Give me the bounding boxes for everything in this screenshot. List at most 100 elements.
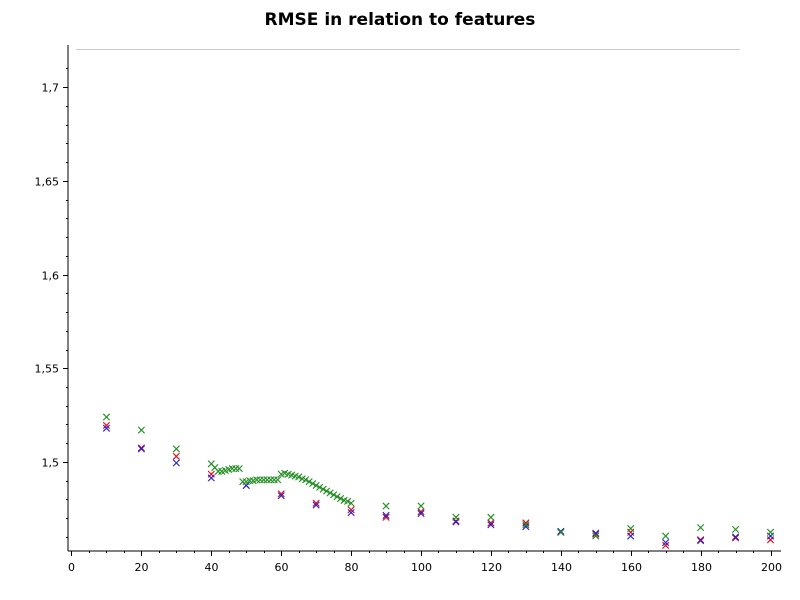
data-point (312, 501, 320, 509)
marker-stroke (137, 445, 145, 453)
data-point (592, 532, 600, 540)
data-point (235, 464, 243, 473)
x-tick-label: 200 (761, 561, 782, 574)
data-point (347, 506, 355, 514)
marker-stroke (302, 476, 310, 484)
marker-stroke (330, 491, 338, 499)
marker-stroke (211, 464, 219, 472)
data-point (344, 497, 352, 505)
data-point (627, 524, 635, 533)
marker-stroke (731, 534, 740, 542)
marker-stroke (337, 494, 345, 503)
data-point (260, 476, 268, 484)
marker-stroke (347, 506, 355, 514)
data-point (172, 452, 180, 460)
data-point (277, 492, 285, 500)
marker-stroke (274, 476, 282, 484)
marker-stroke (344, 497, 352, 505)
marker-stroke (697, 537, 705, 545)
data-point (172, 459, 180, 467)
marker-stroke (137, 426, 145, 434)
data-point (592, 530, 600, 538)
marker-stroke (207, 474, 215, 482)
tick-marks (63, 68, 772, 556)
marker-stroke (697, 536, 705, 544)
axes (67, 45, 781, 552)
data-point (382, 513, 390, 521)
marker-stroke (277, 492, 285, 500)
marker-stroke (102, 424, 111, 432)
data-point (487, 513, 495, 521)
tick-labels: 1,5 1,55 1,6 1,65 1,7 0 20 40 60 80 100 120 140 160 18… (35, 82, 783, 575)
marker-stroke (731, 533, 740, 541)
data-point (417, 502, 425, 510)
data-point (557, 527, 565, 535)
data-point (326, 489, 334, 497)
marker-stroke (340, 496, 348, 504)
data-point (382, 502, 390, 510)
marker-stroke (557, 527, 565, 535)
data-point (137, 444, 145, 452)
marker-stroke (281, 469, 289, 477)
data-point (766, 528, 775, 536)
marker-stroke (697, 523, 705, 532)
marker-stroke (382, 511, 390, 519)
data-point (337, 494, 345, 503)
y-tick-label: 1,55 (35, 363, 60, 376)
x-tick-label: 0 (68, 561, 75, 574)
marker-stroke (522, 521, 530, 529)
marker-stroke (766, 528, 775, 536)
x-tick-label: 120 (481, 561, 502, 574)
marker-stroke (662, 541, 670, 549)
data-point (697, 537, 705, 545)
marker-stroke (326, 489, 334, 497)
data-point (697, 536, 705, 544)
data-point (267, 476, 275, 484)
data-point (239, 478, 247, 486)
data-point (274, 476, 282, 484)
data-point (487, 519, 495, 527)
data-point (731, 525, 740, 534)
data-point (522, 523, 530, 531)
marker-stroke (316, 483, 324, 491)
data-point (316, 483, 324, 491)
data-point (731, 533, 740, 541)
marker-stroke (295, 473, 303, 481)
marker-stroke (557, 528, 565, 536)
marker-stroke (277, 490, 285, 498)
marker-stroke (291, 472, 299, 480)
y-tick-label: 1,7 (42, 82, 60, 95)
marker-stroke (417, 509, 425, 518)
marker-stroke (102, 413, 111, 421)
data-point (323, 487, 331, 495)
data-point (382, 511, 390, 519)
data-point (214, 467, 222, 475)
data-point (312, 499, 320, 507)
data-point (697, 523, 705, 532)
data-point (102, 424, 111, 432)
data-point (305, 478, 313, 486)
chart-title: RMSE in relation to features (264, 10, 536, 30)
marker-stroke (137, 444, 145, 452)
marker-stroke (312, 501, 320, 509)
x-tick-label: 180 (691, 561, 712, 574)
marker-stroke (487, 521, 495, 529)
x-tick-label: 160 (621, 561, 642, 574)
marker-stroke (522, 523, 530, 531)
marker-stroke (662, 532, 670, 540)
data-point (319, 485, 327, 493)
data-point (347, 508, 355, 517)
data-point (232, 464, 240, 473)
data-point (627, 532, 635, 540)
marker-stroke (452, 513, 460, 521)
data-point (207, 474, 215, 482)
x-tick-label: 60 (275, 561, 289, 574)
marker-stroke (309, 479, 317, 488)
data-points (102, 413, 775, 549)
marker-stroke (172, 459, 180, 467)
marker-stroke (333, 493, 341, 501)
x-tick-label: 140 (551, 561, 572, 574)
y-tick-label: 1,5 (42, 457, 60, 470)
data-point (522, 521, 530, 529)
